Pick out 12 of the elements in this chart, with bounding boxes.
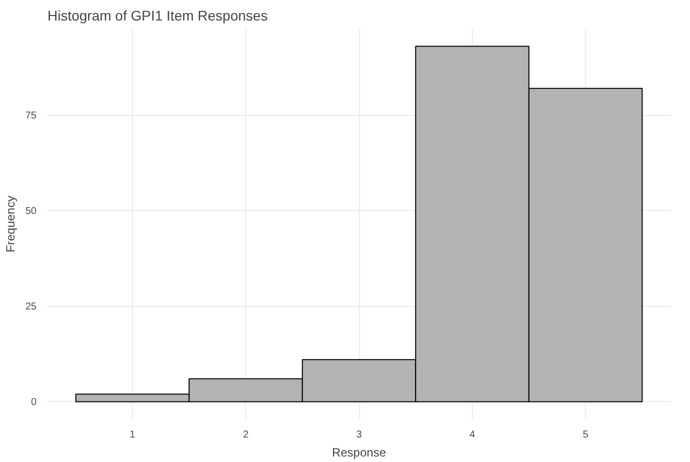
x-tick-label: 1 <box>130 430 136 440</box>
x-tick-label: 3 <box>356 430 362 440</box>
y-tick-label: 75 <box>25 110 37 122</box>
x-axis-title: Response <box>332 446 386 460</box>
x-tick-label: 5 <box>582 430 589 440</box>
y-tick-label: 0 <box>30 397 37 408</box>
y-tick-label: 50 <box>25 206 37 218</box>
x-tick-label: 4 <box>469 430 476 440</box>
y-tick-label: 25 <box>25 302 37 313</box>
y-axis-title: Frequency <box>3 196 18 252</box>
chart-title: Histogram of GPI1 Item Responses <box>48 8 268 24</box>
x-tick-label: 2 <box>242 430 249 440</box>
